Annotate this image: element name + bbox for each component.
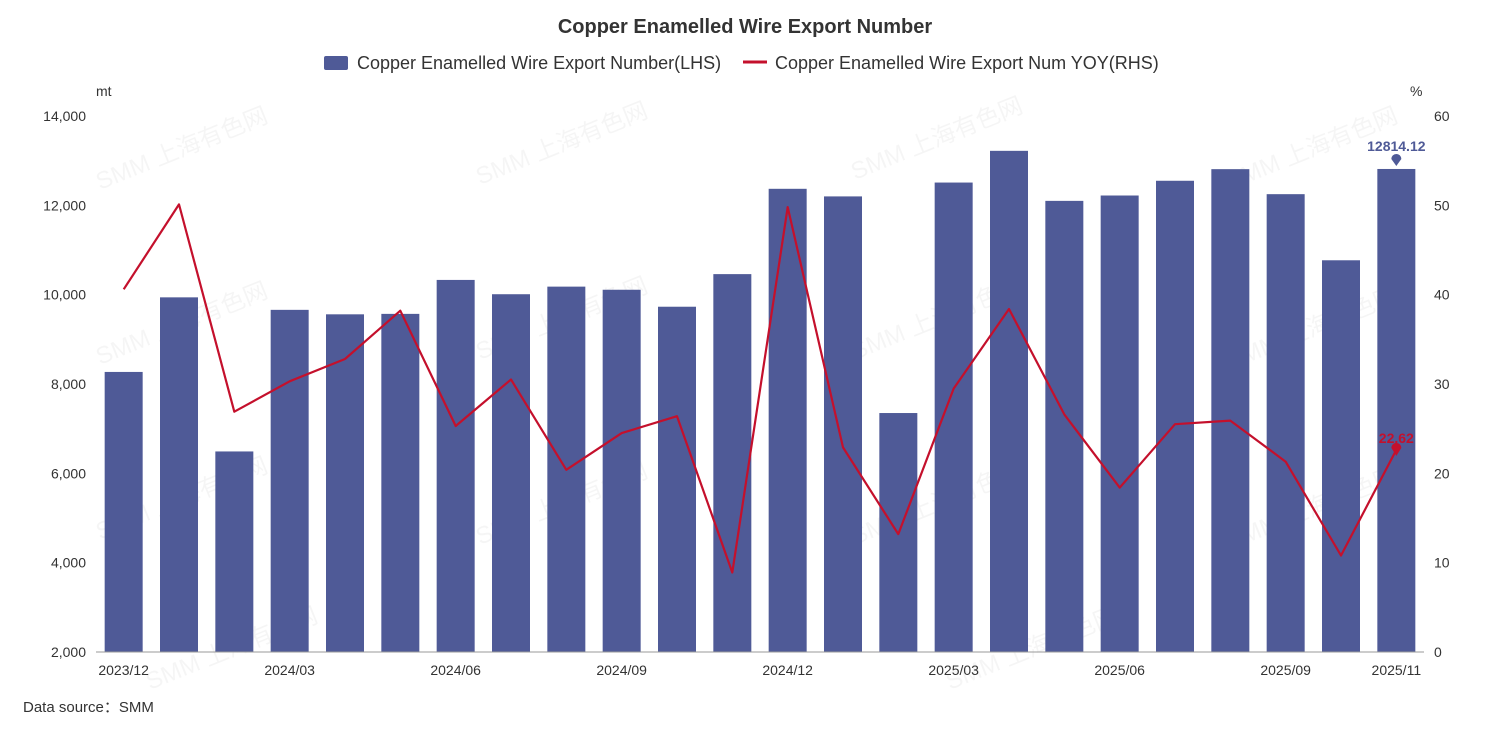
y-left-tick-2: 6,000 [51,465,86,481]
line-series [122,203,1398,574]
bar-7 [492,294,530,652]
bar-21 [1266,194,1305,652]
y-right-tick-4: 40 [1434,287,1450,303]
data-source: Data source：SMM [23,699,154,716]
bar-value-label: 12814.12 [1367,138,1426,154]
bar-15 [934,182,973,652]
y-left-tick-4: 10,000 [43,287,86,303]
bar-19 [1156,180,1194,652]
bar-17 [1045,200,1084,652]
legend-line-label: Copper Enamelled Wire Export Num YOY(RHS… [775,53,1159,73]
yoy-line [122,203,1398,574]
y-left-tick-0: 2,000 [51,644,86,660]
y-left-ticks: 2,000 4,000 6,000 8,000 10,000 12,000 14,000 [43,108,86,660]
y-left-tick-5: 12,000 [43,197,86,213]
data-labels: 12814.12 22.62 [1367,138,1426,456]
y-right-tick-6: 60 [1434,108,1450,124]
x-tick-6: 2025/06 [1094,662,1145,678]
x-tick-7: 2025/09 [1260,662,1311,678]
y-right-tick-1: 10 [1434,555,1450,571]
y-right-ticks: 0 10 20 30 40 50 60 [1434,108,1450,660]
y-right-tick-3: 30 [1434,376,1450,392]
bars [104,150,1416,653]
y-left-tick-6: 14,000 [43,108,86,124]
x-tick-5: 2025/03 [928,662,979,678]
bar-20 [1211,169,1250,653]
y-right-tick-5: 50 [1434,197,1450,213]
legend-bar-swatch [324,56,348,70]
bar-11 [713,274,752,652]
legend: Copper Enamelled Wire Export Number(LHS)… [324,53,1159,73]
bar-4 [326,314,364,652]
bar-12 [768,188,807,652]
bar-2 [215,451,254,652]
line-value-label: 22.62 [1379,430,1414,446]
x-ticks: 2023/12 2024/03 2024/06 2024/09 2024/12 2025/… [98,662,1421,678]
y-left-tick-3: 8,000 [51,376,86,392]
bar-1 [160,297,198,652]
y-left-tick-1: 4,000 [51,555,86,571]
bar-9 [602,289,641,652]
x-tick-3: 2024/09 [596,662,647,678]
bar-18 [1100,195,1139,653]
bar-23 [1377,168,1416,652]
bar-5 [381,313,420,652]
x-tick-2: 2024/06 [430,662,481,678]
legend-bar-label: Copper Enamelled Wire Export Number(LHS) [357,53,721,73]
bar-16 [990,150,1028,652]
bar-10 [658,306,696,652]
bar-value-marker [1391,153,1402,166]
y-right-tick-0: 0 [1434,644,1442,660]
bar-22 [1322,260,1360,652]
y-right-unit: % [1410,83,1422,99]
bar-3 [270,309,309,652]
x-tick-8: 2025/11 [1372,662,1422,678]
bar-0 [104,371,143,652]
line-value-marker [1391,442,1402,456]
x-tick-1: 2024/03 [264,662,315,678]
watermark-0: SMM 上海有色网 [92,102,271,195]
chart-title: Copper Enamelled Wire Export Number [558,16,933,38]
bar-6 [436,279,475,652]
bar-13 [824,196,862,652]
x-tick-0: 2023/12 [98,662,149,678]
y-left-unit: mt [96,83,112,99]
x-tick-4: 2024/12 [762,662,813,678]
y-right-tick-2: 20 [1434,465,1450,481]
watermark-1: SMM 上海有色网 [472,97,651,190]
